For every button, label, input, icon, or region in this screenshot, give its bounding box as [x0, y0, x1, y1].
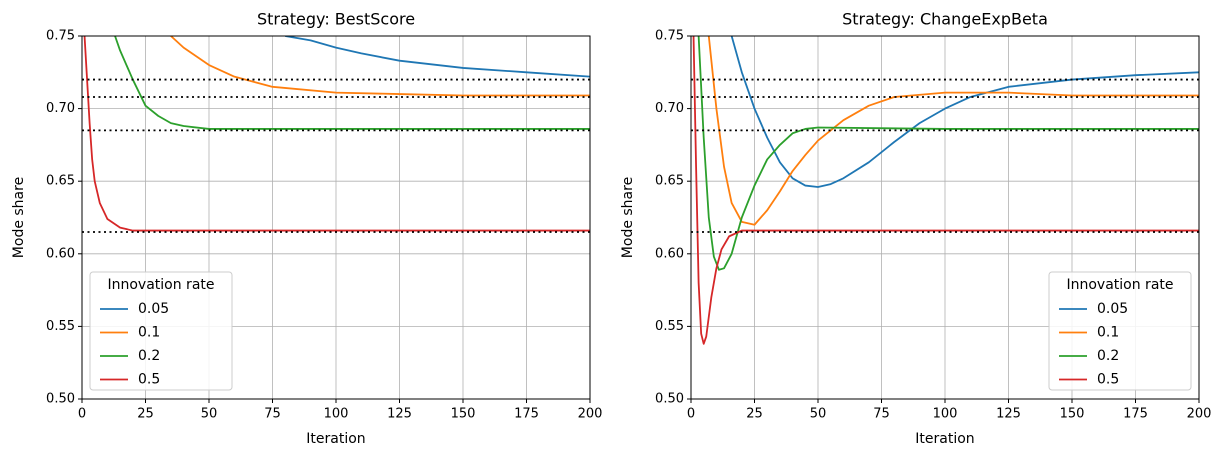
y-tick-label: 0.75 [46, 29, 75, 44]
y-tick-label: 0.50 [655, 392, 684, 407]
legend-label: 0.05 [1097, 301, 1128, 317]
x-axis-label: Iteration [915, 431, 974, 447]
x-tick-label: 0 [78, 407, 86, 422]
legend-box [1048, 271, 1192, 391]
x-tick-label: 200 [578, 407, 603, 422]
subplot-title: Strategy: ChangeExpBeta [842, 10, 1048, 29]
y-tick-label: 0.70 [655, 101, 684, 116]
series-line [730, 36, 1199, 188]
y-tick-label: 0.60 [655, 246, 684, 261]
plot-area [691, 36, 1199, 345]
series-line [83, 36, 590, 232]
y-tick-label: 0.55 [655, 319, 684, 334]
subplot-title: Strategy: BestScore [257, 10, 415, 29]
x-axis-label: Iteration [306, 431, 365, 447]
legend: Innovation rate 0.05 0.1 0.2 0.5 [89, 271, 233, 391]
x-tick-label: 125 [996, 407, 1021, 422]
legend-label: 0.5 [1097, 372, 1119, 388]
series-line [707, 36, 1199, 226]
y-tick-label: 0.75 [655, 29, 684, 44]
legend-label: 0.05 [138, 301, 169, 317]
subplot: Strategy: ChangeExpBeta0.500.550.600.650… [620, 10, 1211, 448]
plot-area [82, 36, 590, 233]
x-tick-label: 100 [933, 407, 958, 422]
y-tick-label: 0.60 [46, 246, 75, 261]
x-tick-label: 50 [201, 407, 218, 422]
y-tick-label: 0.50 [46, 392, 75, 407]
legend-label: 0.2 [138, 348, 160, 364]
legend-label: 0.5 [138, 372, 160, 388]
y-tick-label: 0.65 [655, 174, 684, 189]
y-tick-label: 0.65 [46, 174, 75, 189]
x-tick-label: 175 [514, 407, 539, 422]
x-tick-label: 25 [137, 407, 154, 422]
axes-frame [690, 35, 1200, 400]
x-tick-label: 200 [1187, 407, 1212, 422]
series-line [697, 36, 1199, 271]
legend-label: 0.1 [138, 325, 160, 341]
subplot: Strategy: BestScore0.500.550.600.650.700… [11, 10, 602, 448]
x-tick-label: 50 [810, 407, 827, 422]
axes-frame [81, 35, 591, 400]
series-line [692, 36, 1199, 345]
legend-label: 0.2 [1097, 348, 1119, 364]
legend: Innovation rate 0.05 0.1 0.2 0.5 [1048, 271, 1192, 391]
x-tick-label: 125 [387, 407, 412, 422]
x-tick-label: 100 [324, 407, 349, 422]
y-axis-label: Mode share [11, 177, 27, 258]
legend-label: 0.1 [1097, 325, 1119, 341]
series-line [114, 36, 590, 130]
series-line [285, 36, 590, 78]
x-tick-label: 25 [746, 407, 763, 422]
y-tick-label: 0.70 [46, 101, 75, 116]
x-tick-label: 150 [1060, 407, 1085, 422]
legend-title: Innovation rate [1066, 277, 1173, 293]
y-tick-label: 0.55 [46, 319, 75, 334]
x-tick-label: 0 [687, 407, 695, 422]
series-line [170, 36, 590, 97]
x-tick-label: 75 [873, 407, 890, 422]
legend-box [89, 271, 233, 391]
x-tick-label: 75 [264, 407, 281, 422]
x-tick-label: 150 [451, 407, 476, 422]
x-tick-label: 175 [1123, 407, 1148, 422]
legend-title: Innovation rate [107, 277, 214, 293]
y-axis-label: Mode share [620, 177, 636, 258]
